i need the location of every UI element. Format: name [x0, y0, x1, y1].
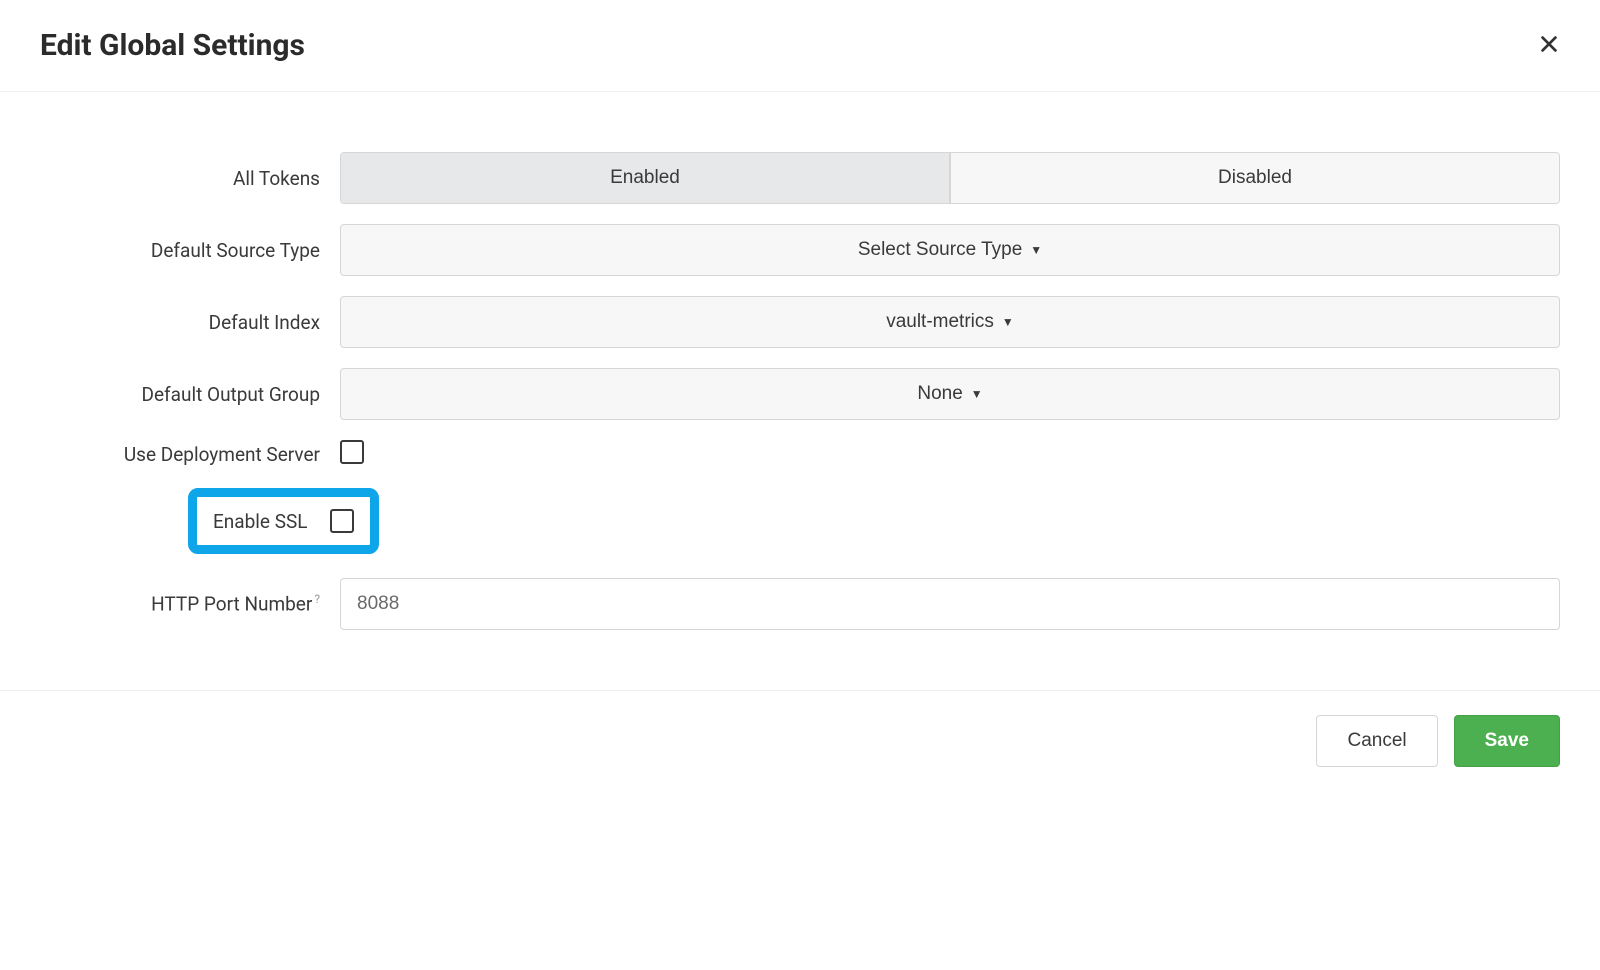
save-button[interactable]: Save: [1454, 715, 1560, 767]
all-tokens-control: Enabled Disabled: [340, 152, 1560, 204]
http-port-control: [340, 578, 1560, 630]
default-index-label: Default Index: [40, 311, 340, 334]
use-deployment-server-checkbox[interactable]: [340, 440, 364, 464]
enable-ssl-label: Enable SSL: [213, 510, 308, 533]
default-output-group-row: Default Output Group None ▼: [40, 368, 1560, 420]
default-index-dropdown[interactable]: vault-metrics ▼: [340, 296, 1560, 348]
cancel-button[interactable]: Cancel: [1316, 715, 1437, 767]
all-tokens-toggle: Enabled Disabled: [340, 152, 1560, 204]
close-icon: [1538, 33, 1560, 55]
modal-footer: Cancel Save: [0, 690, 1600, 791]
modal-title: Edit Global Settings: [40, 28, 305, 63]
use-deployment-server-row: Use Deployment Server: [40, 440, 1560, 468]
source-type-dropdown[interactable]: Select Source Type ▼: [340, 224, 1560, 276]
http-port-label-text: HTTP Port Number: [151, 593, 312, 616]
caret-down-icon: ▼: [971, 387, 983, 401]
default-index-value: vault-metrics: [886, 311, 994, 333]
help-icon[interactable]: ?: [314, 592, 320, 606]
modal-header: Edit Global Settings: [0, 0, 1600, 92]
http-port-label: HTTP Port Number?: [40, 592, 340, 615]
use-deployment-server-label: Use Deployment Server: [40, 443, 340, 466]
enable-ssl-highlight: Enable SSL: [188, 488, 379, 554]
http-port-input[interactable]: [340, 578, 1560, 630]
default-source-type-label: Default Source Type: [40, 239, 340, 262]
output-group-value: None: [917, 383, 962, 405]
caret-down-icon: ▼: [1002, 315, 1014, 329]
default-source-type-control: Select Source Type ▼: [340, 224, 1560, 276]
enable-ssl-row: Enable SSL: [40, 488, 1560, 554]
output-group-dropdown[interactable]: None ▼: [340, 368, 1560, 420]
default-source-type-row: Default Source Type Select Source Type ▼: [40, 224, 1560, 276]
default-output-group-control: None ▼: [340, 368, 1560, 420]
default-output-group-label: Default Output Group: [40, 383, 340, 406]
close-button[interactable]: [1538, 32, 1560, 60]
edit-global-settings-modal: Edit Global Settings All Tokens Enabled …: [0, 0, 1600, 791]
toggle-disabled-button[interactable]: Disabled: [950, 153, 1559, 203]
http-port-row: HTTP Port Number?: [40, 578, 1560, 630]
default-index-control: vault-metrics ▼: [340, 296, 1560, 348]
enable-ssl-checkbox[interactable]: [330, 509, 354, 533]
default-index-row: Default Index vault-metrics ▼: [40, 296, 1560, 348]
modal-body: All Tokens Enabled Disabled Default Sour…: [0, 92, 1600, 690]
use-deployment-server-control: [340, 440, 1560, 468]
source-type-value: Select Source Type: [858, 239, 1022, 261]
all-tokens-label: All Tokens: [40, 167, 340, 190]
all-tokens-row: All Tokens Enabled Disabled: [40, 152, 1560, 204]
toggle-enabled-button[interactable]: Enabled: [341, 153, 950, 203]
caret-down-icon: ▼: [1030, 243, 1042, 257]
